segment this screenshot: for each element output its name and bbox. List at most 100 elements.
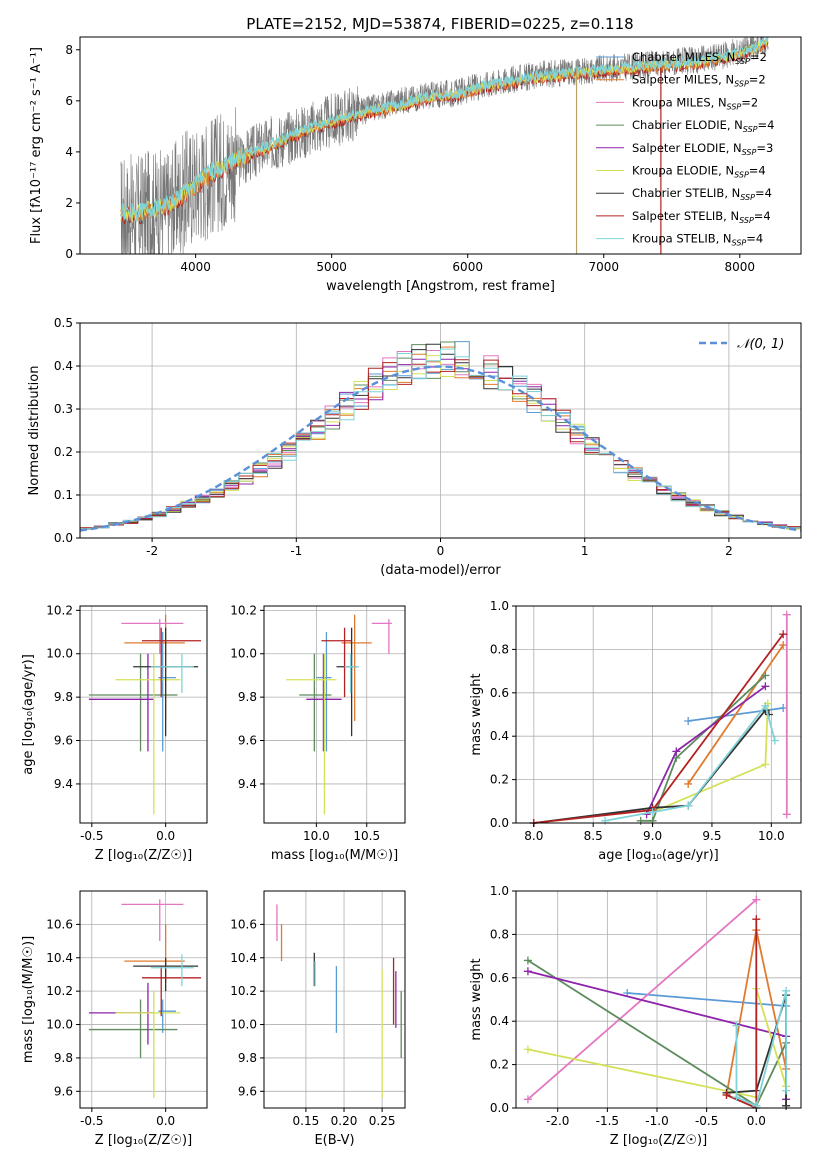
legend-label-kroupa_stelib: Kroupa STELIB, NSSP=4 xyxy=(632,232,763,248)
weight-marker-chabrier_elodie xyxy=(761,671,770,680)
legend-label-chabrier_miles: Chabrier MILES, NSSP=2 xyxy=(632,50,767,66)
spectrum-panel: 4000 5000 6000 7000 8000 0 2 4 6 8 wavelength [Ang… xyxy=(29,36,802,294)
y-tick-label: 9.8 xyxy=(54,690,73,704)
y-tick-label: 0.8 xyxy=(490,927,509,941)
y-tick-label: 0.4 xyxy=(490,729,509,743)
y-axis-label: mass weight xyxy=(469,673,484,755)
weight-marker-salpeter_stelib xyxy=(722,1090,731,1099)
y-tick-label: 0.0 xyxy=(490,816,509,830)
x-tick-label: 0.0 xyxy=(156,1114,175,1128)
mass_vs_Z-panel: -0.5 0.0 9.6 9.8 10.0 10.2 10.4 10.6 Z [log₁₀(Z/… xyxy=(21,890,208,1148)
weight-marker-kroupa_stelib xyxy=(732,1021,741,1030)
age_vs_mass-panel: 10.0 10.5 9.4 9.6 9.8 10.0 10.2 mass [log₁₀(M/M… xyxy=(230,603,406,863)
axes-frame xyxy=(263,605,406,824)
x-tick-label: 8.5 xyxy=(584,829,603,843)
y-tick-label: 10.0 xyxy=(46,647,73,661)
x-axis-label: Z [log₁₀(Z/Z☉)] xyxy=(610,1133,707,1148)
weight-marker-salpeter_elodie xyxy=(761,682,770,691)
x-tick-label: 8.0 xyxy=(524,829,543,843)
x-tick-label: -1.0 xyxy=(645,1114,668,1128)
y-tick-label: 0.6 xyxy=(490,971,509,985)
x-tick-label: -2 xyxy=(146,544,158,558)
histogram-salpeter_stelib xyxy=(80,359,801,529)
mass_vs_ebv-panel: 0.15 0.20 0.25 9.6 9.8 10.0 10.2 10.4 10.6 E(B-V) xyxy=(230,890,406,1148)
x-tick-label: 5000 xyxy=(316,260,347,274)
weight-marker-kroupa_miles xyxy=(782,610,791,619)
weight-line-chabrier_miles xyxy=(627,992,787,1007)
y-tick-label: 9.6 xyxy=(238,734,257,748)
weight-marker-kroupa_elodie xyxy=(761,760,770,769)
x-tick-label: 0 xyxy=(437,544,445,558)
weight-marker-chabrier_elodie xyxy=(523,956,532,965)
weight-marker-kroupa_stelib xyxy=(684,801,693,810)
y-tick-label: 0.2 xyxy=(490,1058,509,1072)
x-axis-label: age [log₁₀(age/yr)] xyxy=(598,848,719,863)
x-tick-label: 10.0 xyxy=(303,829,330,843)
x-tick-label: -0.5 xyxy=(695,1114,718,1128)
normal-distribution-curve xyxy=(79,365,802,532)
x-tick-label: 9.0 xyxy=(643,829,662,843)
y-tick-label: 10.2 xyxy=(230,603,257,617)
y-tick-label: 9.8 xyxy=(238,1051,257,1065)
y-tick-label: 10.6 xyxy=(230,917,257,931)
histogram-kroupa_stelib xyxy=(80,348,801,530)
x-axis-label: Z [log₁₀(Z/Z☉)] xyxy=(95,1133,192,1148)
mass_weight_vs_Z-panel: -2.0 -1.5 -1.0 -0.5 0.0 0.0 0.2 0.4 0.6 0.8 1.0 Z [… xyxy=(469,884,802,1148)
y-tick-label: 10.0 xyxy=(46,1018,73,1032)
y-tick-label: 8 xyxy=(65,43,73,57)
axes-frame xyxy=(79,36,802,255)
axes-frame xyxy=(79,605,208,824)
y-axis-label: mass weight xyxy=(469,958,484,1040)
x-tick-label: 0.15 xyxy=(293,1114,320,1128)
weight-marker-kroupa_stelib xyxy=(770,736,779,745)
x-tick-label: -1 xyxy=(290,544,302,558)
figure-title: PLATE=2152, MJD=53874, FIBERID=0225, z=0… xyxy=(246,15,633,33)
weight-marker-salpeter_stelib xyxy=(779,630,788,639)
age_vs_Z-panel: -0.5 0.0 9.4 9.6 9.8 10.0 10.2 Z [log₁₀(Z/Z☉)] a… xyxy=(21,603,208,863)
weight-marker-kroupa_stelib xyxy=(732,1093,741,1102)
x-tick-label: 7000 xyxy=(588,260,619,274)
weight-marker-salpeter_miles xyxy=(779,641,788,650)
y-tick-label: 0.4 xyxy=(490,1014,509,1028)
axes-frame xyxy=(79,890,208,1109)
weight-marker-salpeter_miles xyxy=(684,779,693,788)
weight-marker-salpeter_elodie xyxy=(523,967,532,976)
y-tick-label: 1.0 xyxy=(490,599,509,613)
y-tick-label: 9.8 xyxy=(238,690,257,704)
weight-marker-kroupa_stelib xyxy=(782,1086,791,1095)
y-axis-label: Flux [fλ10⁻¹⁷ erg cm⁻² s⁻¹ A⁻¹] xyxy=(29,47,44,244)
y-tick-label: 0.0 xyxy=(54,531,73,545)
weight-marker-kroupa_miles xyxy=(523,1095,532,1104)
x-axis-label: E(B-V) xyxy=(314,1133,354,1148)
x-tick-label: 6000 xyxy=(452,260,483,274)
legend-label-normal: 𝒩(0, 1) xyxy=(737,337,784,352)
y-tick-label: 10.2 xyxy=(230,984,257,998)
legend-label-salpeter_stelib: Salpeter STELIB, NSSP=4 xyxy=(632,209,771,225)
x-tick-label: 2 xyxy=(725,544,733,558)
y-tick-label: 0.0 xyxy=(490,1101,509,1115)
legend-label-salpeter_miles: Salpeter MILES, NSSP=2 xyxy=(632,73,766,89)
y-tick-label: 0.3 xyxy=(54,402,73,416)
y-tick-label: 10.6 xyxy=(46,917,73,931)
y-tick-label: 0.8 xyxy=(490,642,509,656)
axes-frame xyxy=(515,605,802,824)
y-tick-label: 10.0 xyxy=(230,1018,257,1032)
y-axis-label: Normed distribution xyxy=(27,366,42,496)
y-tick-label: 10.4 xyxy=(230,951,257,965)
weight-marker-kroupa_stelib xyxy=(782,986,791,995)
y-tick-label: 0.1 xyxy=(54,488,73,502)
x-tick-label: 8000 xyxy=(725,260,756,274)
x-tick-label: 0.20 xyxy=(331,1114,358,1128)
x-tick-label: 10.5 xyxy=(353,829,380,843)
legend-label-kroupa_elodie: Kroupa ELODIE, NSSP=4 xyxy=(632,164,766,180)
y-tick-label: 0.6 xyxy=(490,686,509,700)
y-tick-label: 9.6 xyxy=(238,1084,257,1098)
y-tick-label: 0 xyxy=(65,247,73,261)
y-tick-label: 9.6 xyxy=(54,1084,73,1098)
y-tick-label: 9.8 xyxy=(54,1051,73,1065)
y-tick-label: 2 xyxy=(65,196,73,210)
weight-line-salpeter_miles xyxy=(687,644,784,785)
x-axis-label: (data-model)/error xyxy=(380,563,501,578)
y-tick-label: 1.0 xyxy=(490,884,509,898)
